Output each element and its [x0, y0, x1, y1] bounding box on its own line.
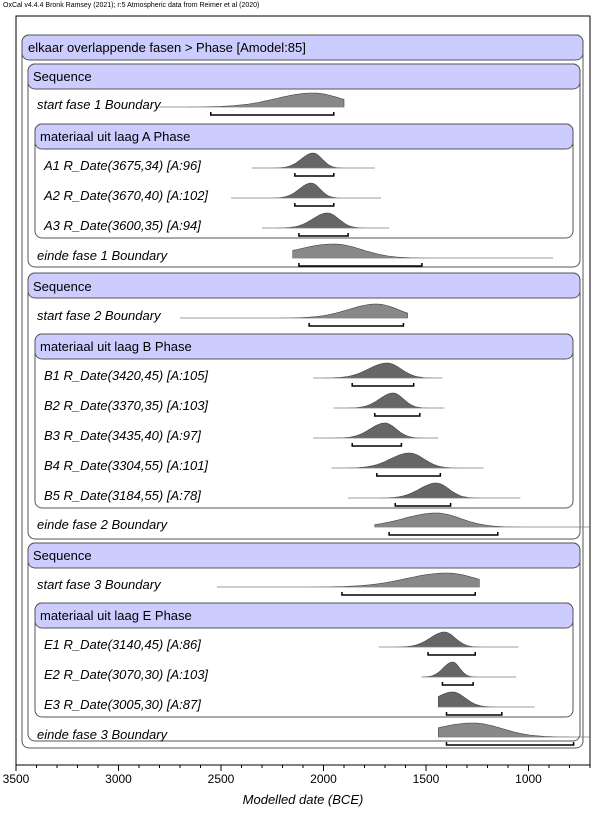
sequence-3-start-boundary-label: start fase 3 Boundary [37, 577, 162, 592]
sequence-3-phase-header [34, 602, 574, 629]
sequence-1-date-3-range-bracket [298, 233, 349, 237]
sequence-2-date-1-distribution [313, 362, 443, 379]
sequence-3-phase-title: materiaal uit laag E Phase [40, 608, 192, 623]
sequence-1-date-2-distribution [231, 182, 381, 199]
model-header [21, 34, 584, 61]
sequence-3-date-2-range-bracket [441, 682, 474, 686]
sequence-2-date-2-label: B2 R_Date(3370,35) [A:103] [44, 398, 208, 413]
sequence-3-end-boundary-distribution [438, 722, 590, 738]
sequence-1-date-2-label: A2 R_Date(3670,40) [A:102] [43, 188, 208, 203]
sequence-1-end-boundary-distribution [292, 243, 554, 259]
sequence-1-end-boundary-label: einde fase 1 Boundary [37, 248, 169, 263]
x-axis-tick-label: 1000 [515, 772, 542, 786]
sequence-3-date-1-distribution [378, 631, 519, 648]
sequence-2-date-4-distribution [331, 452, 484, 469]
sequence-2-start-boundary-range-bracket [308, 323, 405, 327]
x-axis-tick-label: 2000 [310, 772, 337, 786]
sequence-1-end-boundary-range-bracket [298, 263, 423, 267]
sequence-1-date-3-distribution [262, 212, 390, 229]
software-credit: OxCal v4.4.4 Bronk Ramsey (2021); r:5 At… [3, 2, 260, 9]
sequence-2-date-4-label: B4 R_Date(3304,55) [A:101] [44, 458, 208, 473]
sequence-1-header [27, 63, 581, 90]
sequence-3-end-boundary-range-bracket [445, 742, 575, 746]
sequence-2-date-3-label: B3 R_Date(3435,40) [A:97] [44, 428, 201, 443]
sequence-2-phase-header [34, 333, 574, 360]
sequence-3-end-boundary-label: einde fase 3 Boundary [37, 727, 169, 742]
sequence-3-date-2-label: E2 R_Date(3070,30) [A:103] [44, 667, 208, 682]
sequence-2-header [27, 272, 581, 299]
sequence-2-start-boundary-distribution [180, 303, 408, 319]
sequence-2-date-2-range-bracket [374, 413, 421, 417]
sequence-2-phase-title: materiaal uit laag B Phase [40, 339, 192, 354]
x-axis-tick-label: 3500 [3, 772, 30, 786]
sequence-1-start-boundary-distribution [159, 92, 345, 108]
sequence-1-date-1-range-bracket [294, 173, 335, 177]
sequence-2-date-5-range-bracket [394, 503, 452, 507]
sequence-1-phase-title: materiaal uit laag A Phase [40, 129, 190, 144]
sequence-3-header [27, 542, 581, 569]
sequence-3-start-boundary-distribution [216, 572, 480, 588]
sequence-2-end-boundary-range-bracket [388, 532, 499, 536]
sequence-2-date-3-distribution [313, 422, 439, 439]
sequence-2-date-1-label: B1 R_Date(3420,45) [A:105] [44, 368, 208, 383]
x-axis-tick-label: 2500 [208, 772, 235, 786]
sequence-3-start-boundary-range-bracket [341, 592, 476, 596]
sequence-2-date-5-label: B5 R_Date(3184,55) [A:78] [44, 488, 201, 503]
sequence-1-date-1-distribution [251, 152, 375, 169]
x-axis-tick-label: 3000 [105, 772, 132, 786]
sequence-2-start-boundary-label: start fase 2 Boundary [37, 308, 162, 323]
sequence-2-date-3-range-bracket [351, 443, 403, 447]
sequence-3-date-1-label: E1 R_Date(3140,45) [A:86] [44, 637, 201, 652]
sequence-2-title: Sequence [33, 279, 92, 294]
sequence-1-start-boundary-range-bracket [210, 112, 335, 116]
sequence-2-end-boundary-label: einde fase 2 Boundary [37, 517, 169, 532]
sequence-2-phase-box [34, 333, 574, 509]
x-axis-tick-label: 1500 [413, 772, 440, 786]
sequence-3-date-3-distribution [438, 691, 535, 708]
sequence-3-title: Sequence [33, 548, 92, 563]
sequence-1-title: Sequence [33, 69, 92, 84]
sequence-1-date-1-label: A1 R_Date(3675,34) [A:96] [43, 158, 201, 173]
sequence-3-date-1-range-bracket [427, 652, 476, 656]
x-axis-label: Modelled date (BCE) [243, 792, 364, 807]
sequence-2-date-2-distribution [333, 392, 445, 409]
sequence-1-date-3-label: A3 R_Date(3600,35) [A:94] [43, 218, 201, 233]
sequence-3-date-2-distribution [421, 661, 517, 678]
sequence-3-date-3-label: E3 R_Date(3005,30) [A:87] [44, 697, 201, 712]
sequence-2-date-4-range-bracket [376, 473, 442, 477]
sequence-1-start-boundary-label: start fase 1 Boundary [37, 97, 162, 112]
sequence-2-date-5-distribution [348, 482, 521, 499]
sequence-2-end-boundary-distribution [374, 512, 590, 528]
model-title: elkaar overlappende fasen > Phase [Amode… [28, 40, 306, 55]
sequence-3-date-3-range-bracket [445, 712, 503, 716]
sequence-2-date-1-range-bracket [351, 383, 415, 387]
sequence-1-date-2-range-bracket [294, 203, 335, 207]
sequence-1-phase-header [34, 123, 574, 150]
